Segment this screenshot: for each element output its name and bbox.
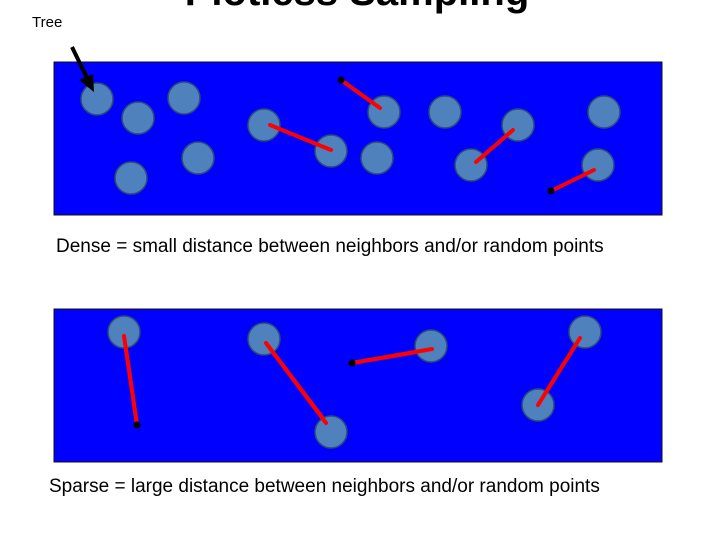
distance-line — [339, 78, 382, 110]
tree — [80, 82, 114, 116]
sparse-caption: Sparse = large distance between neighbor… — [49, 476, 600, 497]
random-point — [547, 187, 555, 195]
dense-panel — [53, 61, 663, 216]
distance-line — [536, 336, 582, 407]
tree — [167, 81, 201, 115]
distance-line — [474, 128, 515, 164]
sparse-field — [53, 308, 663, 463]
tree — [121, 101, 155, 135]
distance-line — [122, 334, 139, 427]
distance-line — [350, 347, 434, 365]
tree — [247, 108, 281, 142]
tree — [581, 148, 615, 182]
arrow-head — [79, 74, 94, 92]
tree — [247, 322, 281, 356]
distance-line — [268, 123, 333, 152]
dense-caption: Dense = small distance between neighbors… — [56, 236, 604, 257]
tree — [568, 315, 602, 349]
tree-label: Tree — [32, 14, 62, 31]
dense-field — [53, 61, 663, 216]
tree — [114, 161, 148, 195]
sparse-panel — [53, 308, 663, 463]
tree-arrow — [70, 46, 94, 92]
tree — [454, 148, 488, 182]
tree — [360, 141, 394, 175]
arrow-shaft — [70, 46, 90, 81]
tree — [181, 141, 215, 175]
random-point — [337, 76, 345, 84]
trees — [80, 81, 621, 195]
random-point — [133, 421, 141, 429]
tree — [428, 95, 462, 129]
distance-line — [264, 341, 328, 425]
tree — [414, 329, 448, 363]
random-point — [348, 359, 356, 367]
tree — [587, 95, 621, 129]
tree — [314, 415, 348, 449]
title: Plotless Sampling — [185, 0, 530, 14]
distance-line — [549, 168, 596, 193]
